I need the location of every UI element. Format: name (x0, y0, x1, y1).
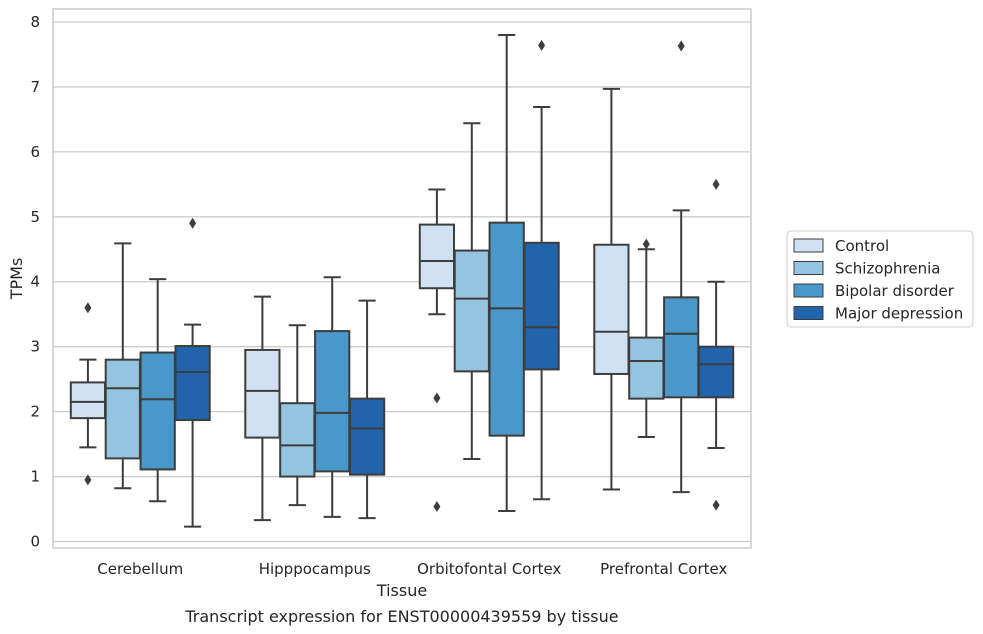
box-bipolar-disorder (314, 276, 351, 518)
box-schizophrenia (628, 238, 665, 438)
y-tick-label: 2 (30, 403, 40, 421)
legend: Control Schizophrenia Bipolar disorder Majo… (786, 230, 974, 328)
box-schizophrenia (104, 242, 141, 490)
outlier-point (538, 39, 546, 51)
y-tick-label: 4 (30, 273, 40, 291)
outlier-point (433, 392, 441, 404)
box-bipolar-disorder (139, 278, 176, 503)
box-iqr (523, 241, 560, 371)
legend-label: Bipolar disorder (835, 282, 955, 300)
box-major-depression (174, 217, 211, 528)
outlier-point (84, 302, 92, 314)
y-tick-label: 7 (30, 78, 40, 96)
box-iqr (139, 351, 176, 471)
box-iqr (488, 221, 525, 437)
legend-swatch (793, 261, 824, 275)
box-iqr (697, 345, 735, 399)
y-tick-label: 3 (30, 338, 40, 356)
box-bipolar-disorder (663, 40, 700, 494)
outlier-point (712, 178, 720, 190)
y-tick-label: 6 (30, 143, 40, 161)
x-axis-ticks: Cerebellum Hipppocampus Orbitofontal Corte… (97, 560, 727, 578)
box-control (593, 87, 630, 491)
box-iqr (244, 348, 281, 439)
box-iqr (453, 249, 490, 373)
box-major-depression (697, 178, 735, 511)
box-control (244, 295, 281, 522)
outlier-point (84, 474, 92, 486)
box-iqr (593, 243, 630, 375)
outlier-point (642, 238, 650, 250)
box-iqr (663, 296, 700, 399)
box-major-depression (523, 39, 560, 501)
box-major-depression (348, 299, 386, 520)
box-bipolar-disorder (488, 33, 525, 512)
box-iqr (174, 345, 211, 422)
legend-label: Major depression (835, 305, 963, 323)
legend-label: Control (835, 237, 889, 255)
legend-label: Schizophrenia (835, 260, 940, 278)
y-tick-label: 0 (30, 533, 40, 551)
x-tick-label: Cerebellum (97, 560, 183, 578)
legend-swatch (793, 238, 824, 253)
x-tick-label: Prefrontal Cortex (600, 560, 727, 578)
box-control (418, 188, 456, 512)
figure-caption: Transcript expression for ENST0000043955… (184, 607, 618, 626)
plot-area (52, 8, 752, 549)
box-iqr (628, 336, 665, 400)
box-iqr (314, 330, 351, 473)
legend-swatch (793, 283, 824, 298)
outlier-point (677, 40, 685, 52)
box-iqr (69, 381, 107, 420)
y-axis-ticks: 0 1 2 3 4 5 6 7 8 (30, 13, 40, 551)
outlier-point (433, 500, 441, 512)
box-control (69, 302, 107, 486)
outlier-point (712, 499, 720, 511)
y-tick-label: 5 (30, 208, 40, 226)
x-tick-label: Hipppocampus (259, 560, 371, 578)
box-iqr (348, 397, 386, 476)
legend-frame (786, 230, 974, 328)
legend-swatch (793, 306, 824, 320)
box-iqr (418, 223, 456, 290)
x-tick-label: Orbitofontal Cortex (417, 560, 561, 578)
y-tick-label: 8 (30, 13, 40, 31)
box-series (69, 33, 735, 528)
outlier-point (189, 217, 197, 229)
box-iqr (279, 402, 316, 478)
box-schizophrenia (279, 324, 316, 507)
box-iqr (104, 358, 141, 460)
box-schizophrenia (453, 122, 490, 461)
y-axis-label: TPMs (7, 258, 26, 301)
y-tick-label: 1 (30, 468, 40, 486)
x-axis-label: Tissue (376, 581, 427, 600)
